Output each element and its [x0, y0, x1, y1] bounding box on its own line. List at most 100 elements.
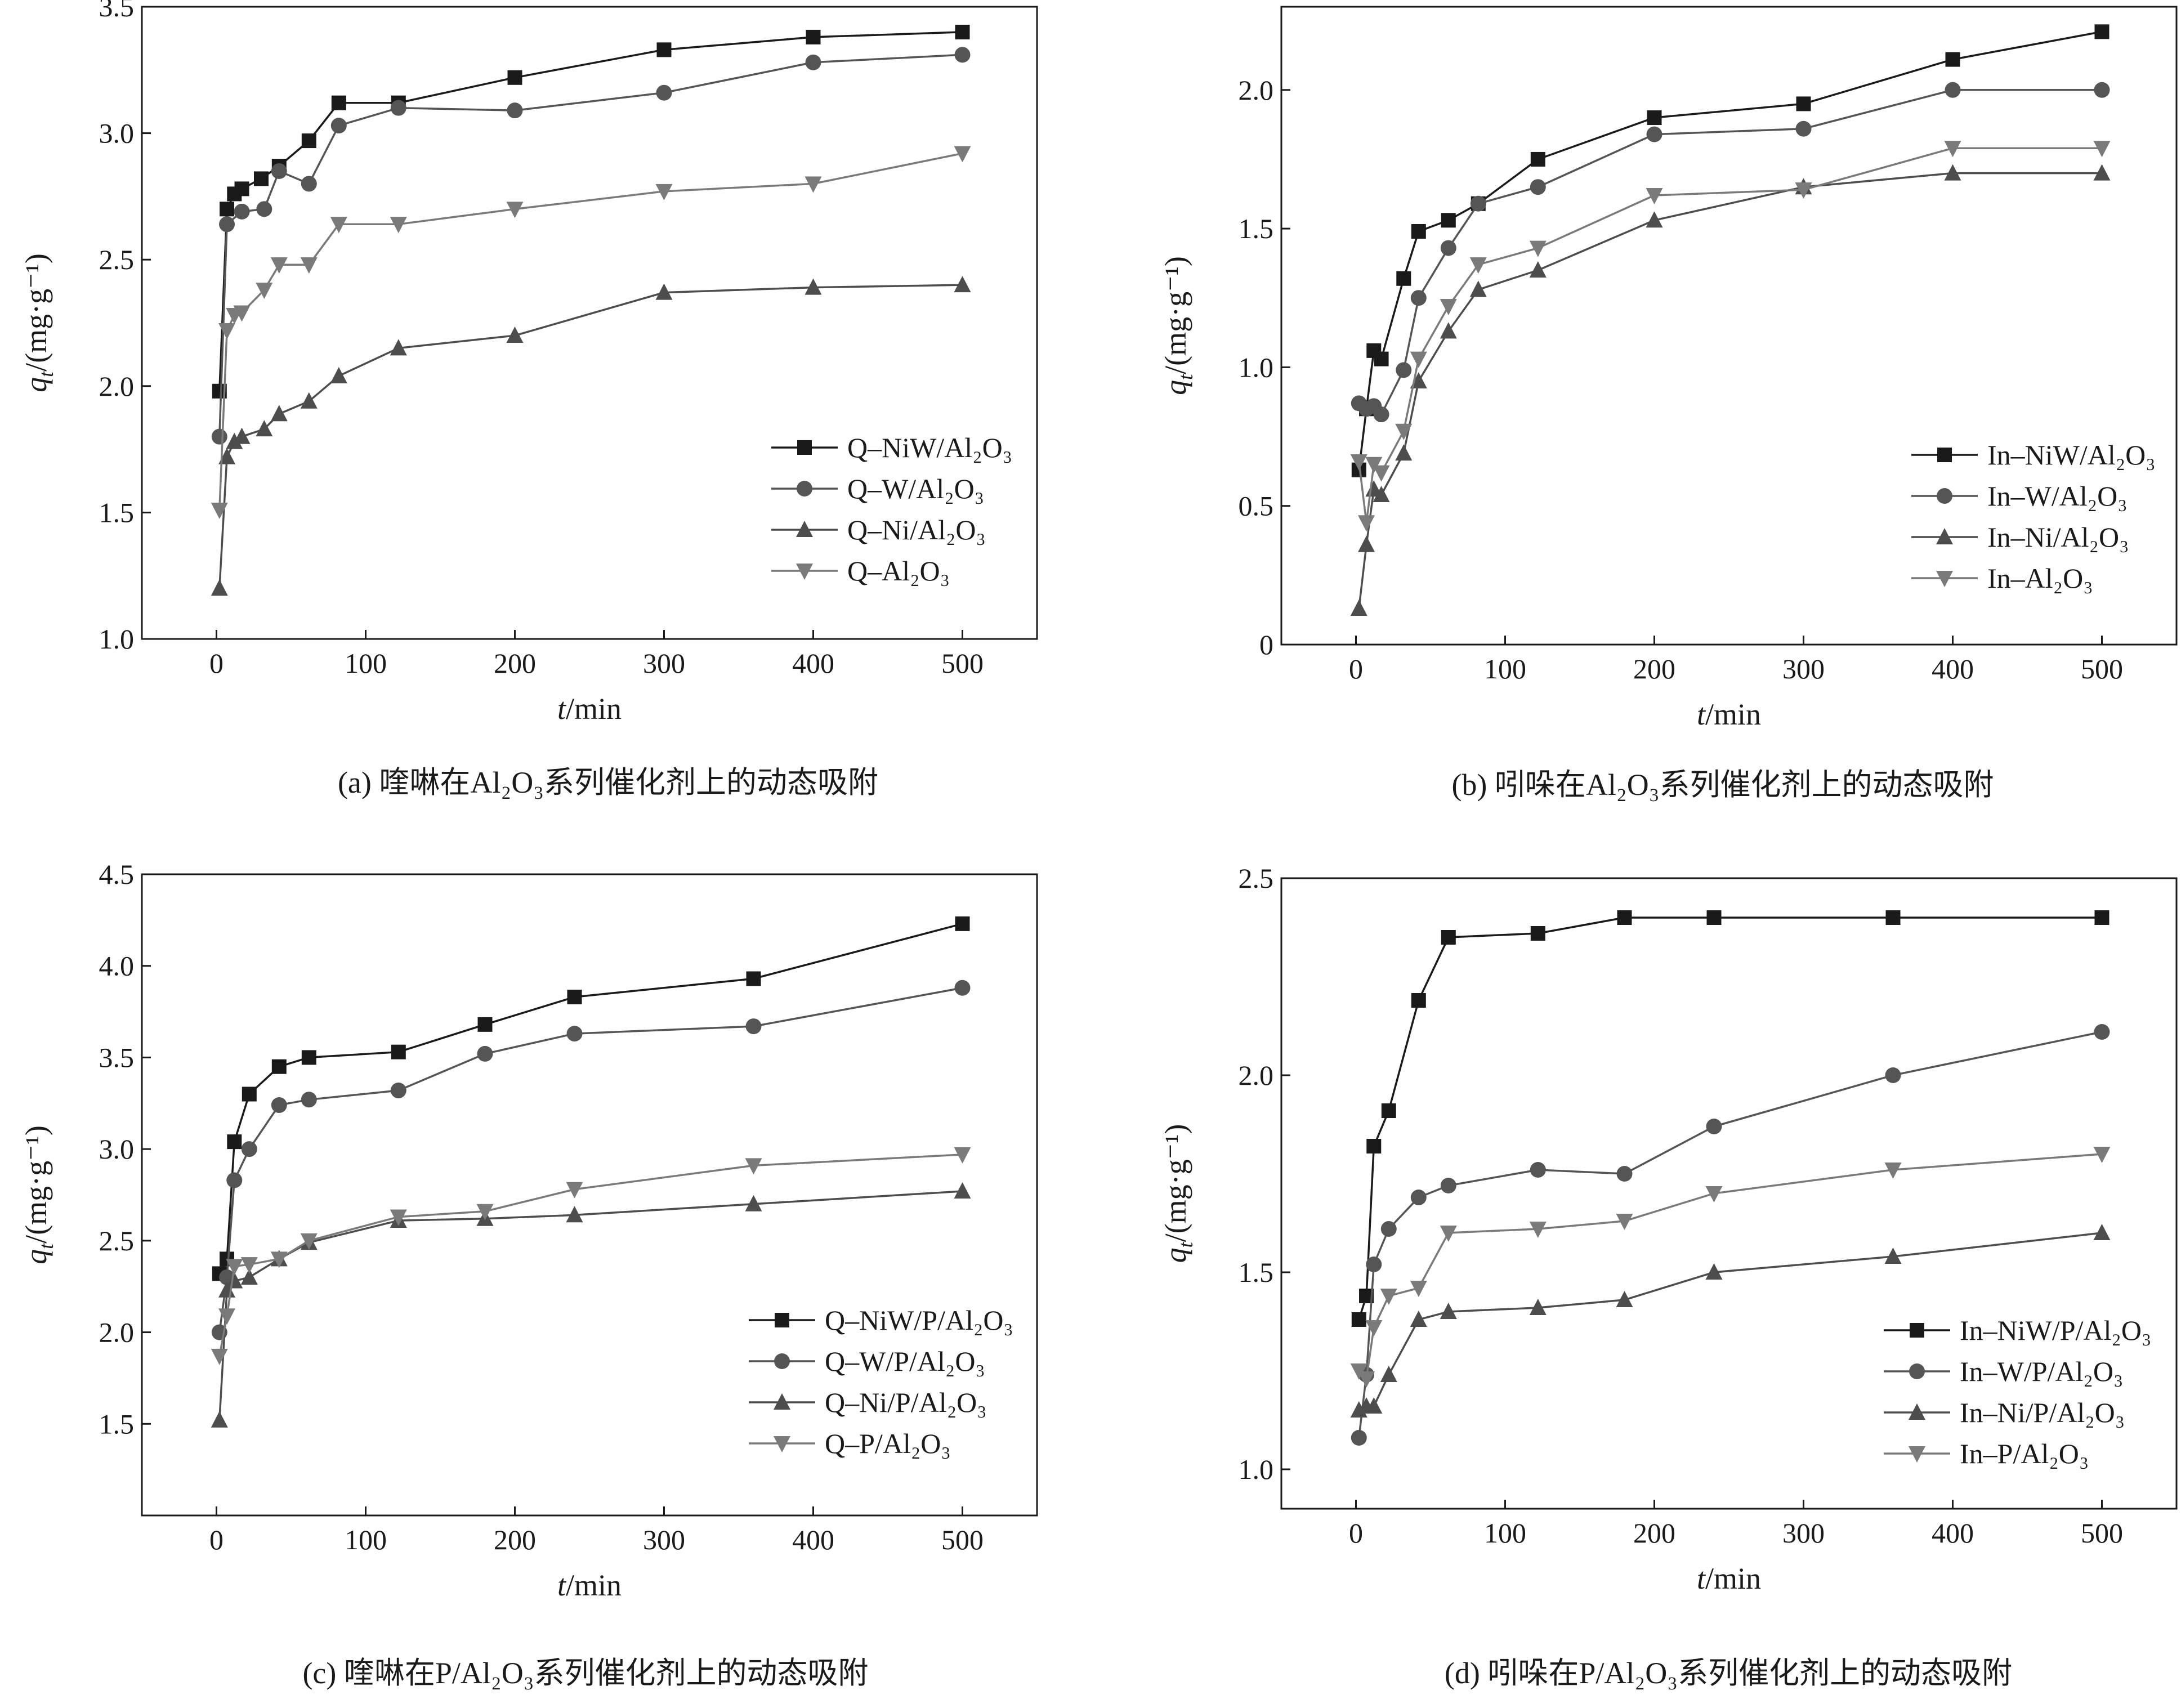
- y-tick-label: 2.5: [99, 1225, 135, 1257]
- series-line-niw: [218, 923, 963, 1275]
- x-tick-label: 0: [1349, 1517, 1363, 1549]
- data-point-w: [234, 203, 250, 220]
- data-point-niw: [2094, 24, 2110, 39]
- data-point-ni: [1944, 164, 1961, 181]
- legend-marker-niw: [1937, 448, 1952, 462]
- data-point-niw: [331, 95, 346, 110]
- y-tick-label: 2.0: [99, 370, 135, 402]
- y-tick-label: 3.0: [99, 118, 135, 149]
- legend-marker-support: [1909, 1446, 1925, 1463]
- data-point-ni: [256, 420, 273, 437]
- data-point-w: [211, 428, 227, 445]
- data-point-niw: [271, 1059, 287, 1074]
- data-point-niw: [567, 990, 582, 1005]
- data-point-niw: [1617, 910, 1632, 925]
- data-point-ni: [1410, 1311, 1427, 1327]
- plot-frame: [141, 6, 1038, 640]
- data-point-support: [1358, 515, 1375, 532]
- data-point-ni: [233, 427, 251, 444]
- data-point-ni: [1395, 444, 1413, 461]
- data-point-ni: [1705, 1263, 1723, 1280]
- data-point-support: [1395, 423, 1413, 440]
- y-tick-label: 0.5: [1239, 490, 1274, 522]
- y-tick-label: 4.5: [99, 859, 135, 890]
- y-tick-label: 2.5: [99, 244, 135, 275]
- data-point-niw: [1441, 213, 1456, 228]
- data-point-support: [655, 184, 673, 200]
- y-tick-label: 4.0: [99, 950, 135, 982]
- x-tick-label: 200: [494, 1524, 536, 1555]
- legend-label-w: In–W/Al₂O₃: [1987, 480, 2128, 512]
- legend-marker-support: [796, 564, 813, 580]
- data-point-w: [656, 84, 672, 101]
- data-point-support: [2093, 141, 2111, 158]
- data-point-support: [1529, 1222, 1547, 1238]
- data-point-w: [805, 54, 821, 70]
- y-tick-label: 1.5: [1239, 1257, 1274, 1288]
- legend-marker-ni: [796, 521, 813, 537]
- x-tick-label: 400: [792, 1524, 834, 1555]
- data-point-w: [1396, 362, 1412, 378]
- data-point-w: [1470, 195, 1486, 212]
- data-point-w: [477, 1045, 493, 1062]
- data-point-niw: [1796, 96, 1811, 111]
- data-point-support: [233, 305, 251, 322]
- data-point-support: [211, 502, 228, 519]
- data-point-niw: [1706, 910, 1722, 925]
- data-point-niw: [254, 171, 269, 186]
- legend-marker-niw: [775, 1313, 789, 1327]
- data-point-niw: [2094, 910, 2110, 925]
- data-point-support: [2093, 1147, 2111, 1163]
- data-point-w: [330, 118, 347, 134]
- data-point-ni: [1410, 372, 1427, 389]
- data-point-ni: [226, 1272, 243, 1289]
- y-tick-label: 2.0: [1239, 1059, 1274, 1091]
- data-point-support: [1373, 465, 1390, 482]
- data-point-w: [1530, 1162, 1546, 1178]
- data-point-ni: [1380, 1366, 1397, 1382]
- plot-frame: [141, 873, 1038, 1517]
- y-axis-title: qt/(mg·g⁻¹): [1159, 1124, 1197, 1263]
- x-tick-label: 500: [2081, 653, 2123, 685]
- data-point-support: [506, 202, 524, 218]
- data-point-w: [301, 176, 317, 192]
- panel-c: 0 100 200 300 400 500 1.5 2.0 2.5 3.0 3.5 4.0 4.5 t/m…: [19, 859, 1038, 1602]
- legend-marker-w: [1909, 1363, 1925, 1379]
- data-point-ni: [300, 392, 318, 409]
- x-tick-label: 100: [345, 1524, 387, 1555]
- x-axis-title: t/min: [557, 1568, 622, 1602]
- data-point-w: [1410, 1190, 1427, 1205]
- data-point-niw: [1374, 351, 1389, 366]
- x-tick-label: 400: [1932, 1517, 1974, 1549]
- data-point-ni: [1440, 1303, 1457, 1319]
- data-point-ni: [270, 405, 288, 422]
- data-point-support: [1884, 1162, 1902, 1179]
- x-tick-label: 100: [1484, 1517, 1526, 1549]
- data-point-niw: [1366, 1139, 1382, 1153]
- data-point-niw: [1351, 1312, 1366, 1327]
- data-point-niw: [1396, 271, 1411, 286]
- data-point-w: [2094, 1024, 2110, 1040]
- x-tick-label: 0: [209, 1524, 224, 1555]
- data-point-support: [240, 1257, 258, 1274]
- legend-label-support: In–Al₂O₃: [1987, 562, 2093, 594]
- panel-a: 0 100 200 300 400 500 1.0 1.5 2.0 2.5 3.0 3.5 t/min q…: [19, 0, 1038, 726]
- data-point-niw: [477, 1017, 493, 1032]
- data-point-support: [954, 146, 971, 163]
- legend-label-support: Q–P/Al₂O₃: [825, 1428, 951, 1459]
- legend-marker-niw: [1910, 1323, 1924, 1338]
- data-point-niw: [227, 1134, 242, 1150]
- data-point-niw: [1945, 52, 1960, 67]
- caption-c: (c) 喹啉在P/Al₂O₃系列催化剂上的动态吸附: [302, 1656, 868, 1690]
- data-point-ni: [390, 339, 407, 356]
- plot-frame: [1280, 877, 2178, 1510]
- x-tick-label: 300: [1782, 1517, 1825, 1549]
- data-point-w: [1885, 1067, 1901, 1083]
- data-point-niw: [955, 24, 970, 39]
- data-point-niw: [507, 70, 522, 85]
- data-point-support: [1350, 454, 1367, 471]
- data-point-support: [330, 217, 347, 234]
- data-point-w: [954, 47, 971, 63]
- x-tick-label: 500: [941, 1524, 984, 1555]
- data-point-support: [300, 257, 318, 274]
